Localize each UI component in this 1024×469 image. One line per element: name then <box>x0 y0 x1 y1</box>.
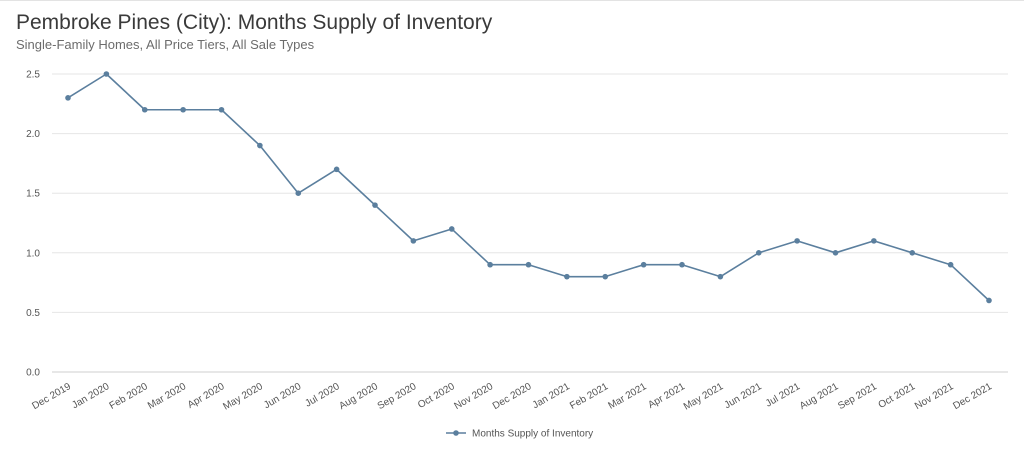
x-tick-label: Feb 2021 <box>568 381 610 412</box>
y-tick-label: 2.5 <box>26 70 40 81</box>
x-tick-label: Jan 2021 <box>531 381 573 411</box>
legend-marker-icon <box>453 430 459 436</box>
x-tick-label: Oct 2020 <box>416 381 457 411</box>
x-tick-label: Dec 2021 <box>951 381 994 412</box>
y-tick-label: 1.5 <box>26 189 40 200</box>
x-tick-label: Jan 2020 <box>70 381 112 411</box>
x-tick-label: Dec 2020 <box>491 381 534 412</box>
data-point[interactable] <box>755 250 762 256</box>
data-point[interactable] <box>832 250 839 256</box>
data-point[interactable] <box>295 190 302 196</box>
x-tick-label: Mar 2020 <box>146 381 188 412</box>
data-point[interactable] <box>141 106 148 113</box>
data-point[interactable] <box>65 95 71 101</box>
data-point[interactable] <box>372 202 378 208</box>
x-tick-label: Jul 2020 <box>303 381 342 410</box>
data-point[interactable] <box>909 250 916 256</box>
x-tick-label: Feb 2020 <box>108 381 150 412</box>
data-point[interactable] <box>564 273 570 280</box>
data-point[interactable] <box>448 226 455 232</box>
x-tick-label: Jun 2020 <box>262 381 304 411</box>
x-tick-label: Sep 2021 <box>836 381 879 412</box>
data-point[interactable] <box>487 261 493 268</box>
top-border <box>0 0 1024 1</box>
x-tick-label: Sep 2020 <box>376 381 419 412</box>
x-tick-label: Aug 2020 <box>337 381 380 412</box>
legend-label[interactable]: Months Supply of Inventory <box>472 429 593 440</box>
data-point[interactable] <box>679 261 685 268</box>
x-tick-label: Apr 2020 <box>186 381 227 411</box>
series-group <box>65 71 992 304</box>
y-tick-label: 1.0 <box>26 248 40 259</box>
chart-subtitle: Single-Family Homes, All Price Tiers, Al… <box>16 37 315 52</box>
y-tick-label: 0.5 <box>26 308 40 319</box>
y-tick-label: 0.0 <box>26 368 40 379</box>
data-point[interactable] <box>333 166 340 173</box>
data-point[interactable] <box>257 142 263 149</box>
data-point[interactable] <box>180 106 186 113</box>
data-point[interactable] <box>986 297 992 304</box>
x-tick-label: Aug 2021 <box>798 381 841 412</box>
x-tick-label: Dec 2019 <box>30 381 73 412</box>
data-point[interactable] <box>218 106 225 113</box>
x-tick-label: Jul 2021 <box>764 381 803 410</box>
y-axis: 0.0 0.5 1.0 1.5 2.0 2.5 <box>26 70 40 379</box>
x-tick-label: Jun 2021 <box>723 381 765 411</box>
data-point[interactable] <box>103 71 110 77</box>
chart-title: Pembroke Pines (City): Months Supply of … <box>16 11 493 34</box>
data-point[interactable] <box>794 238 800 244</box>
data-point[interactable] <box>717 273 724 280</box>
data-point[interactable] <box>947 261 954 268</box>
x-tick-label: Oct 2021 <box>877 381 918 411</box>
x-tick-label: Nov 2020 <box>453 381 496 412</box>
x-tick-label: May 2021 <box>682 381 726 413</box>
x-tick-label: Nov 2021 <box>913 381 956 412</box>
legend[interactable]: Months Supply of Inventory <box>446 429 593 440</box>
data-point[interactable] <box>410 238 417 244</box>
data-point[interactable] <box>640 261 647 268</box>
x-tick-label: Apr 2021 <box>646 381 687 411</box>
y-tick-label: 2.0 <box>26 129 40 140</box>
x-tick-label: Mar 2021 <box>607 381 649 412</box>
grid-lines <box>52 73 1008 373</box>
data-point[interactable] <box>871 238 877 244</box>
x-tick-label: May 2020 <box>221 381 265 413</box>
data-point[interactable] <box>602 273 609 280</box>
data-point[interactable] <box>525 261 532 268</box>
